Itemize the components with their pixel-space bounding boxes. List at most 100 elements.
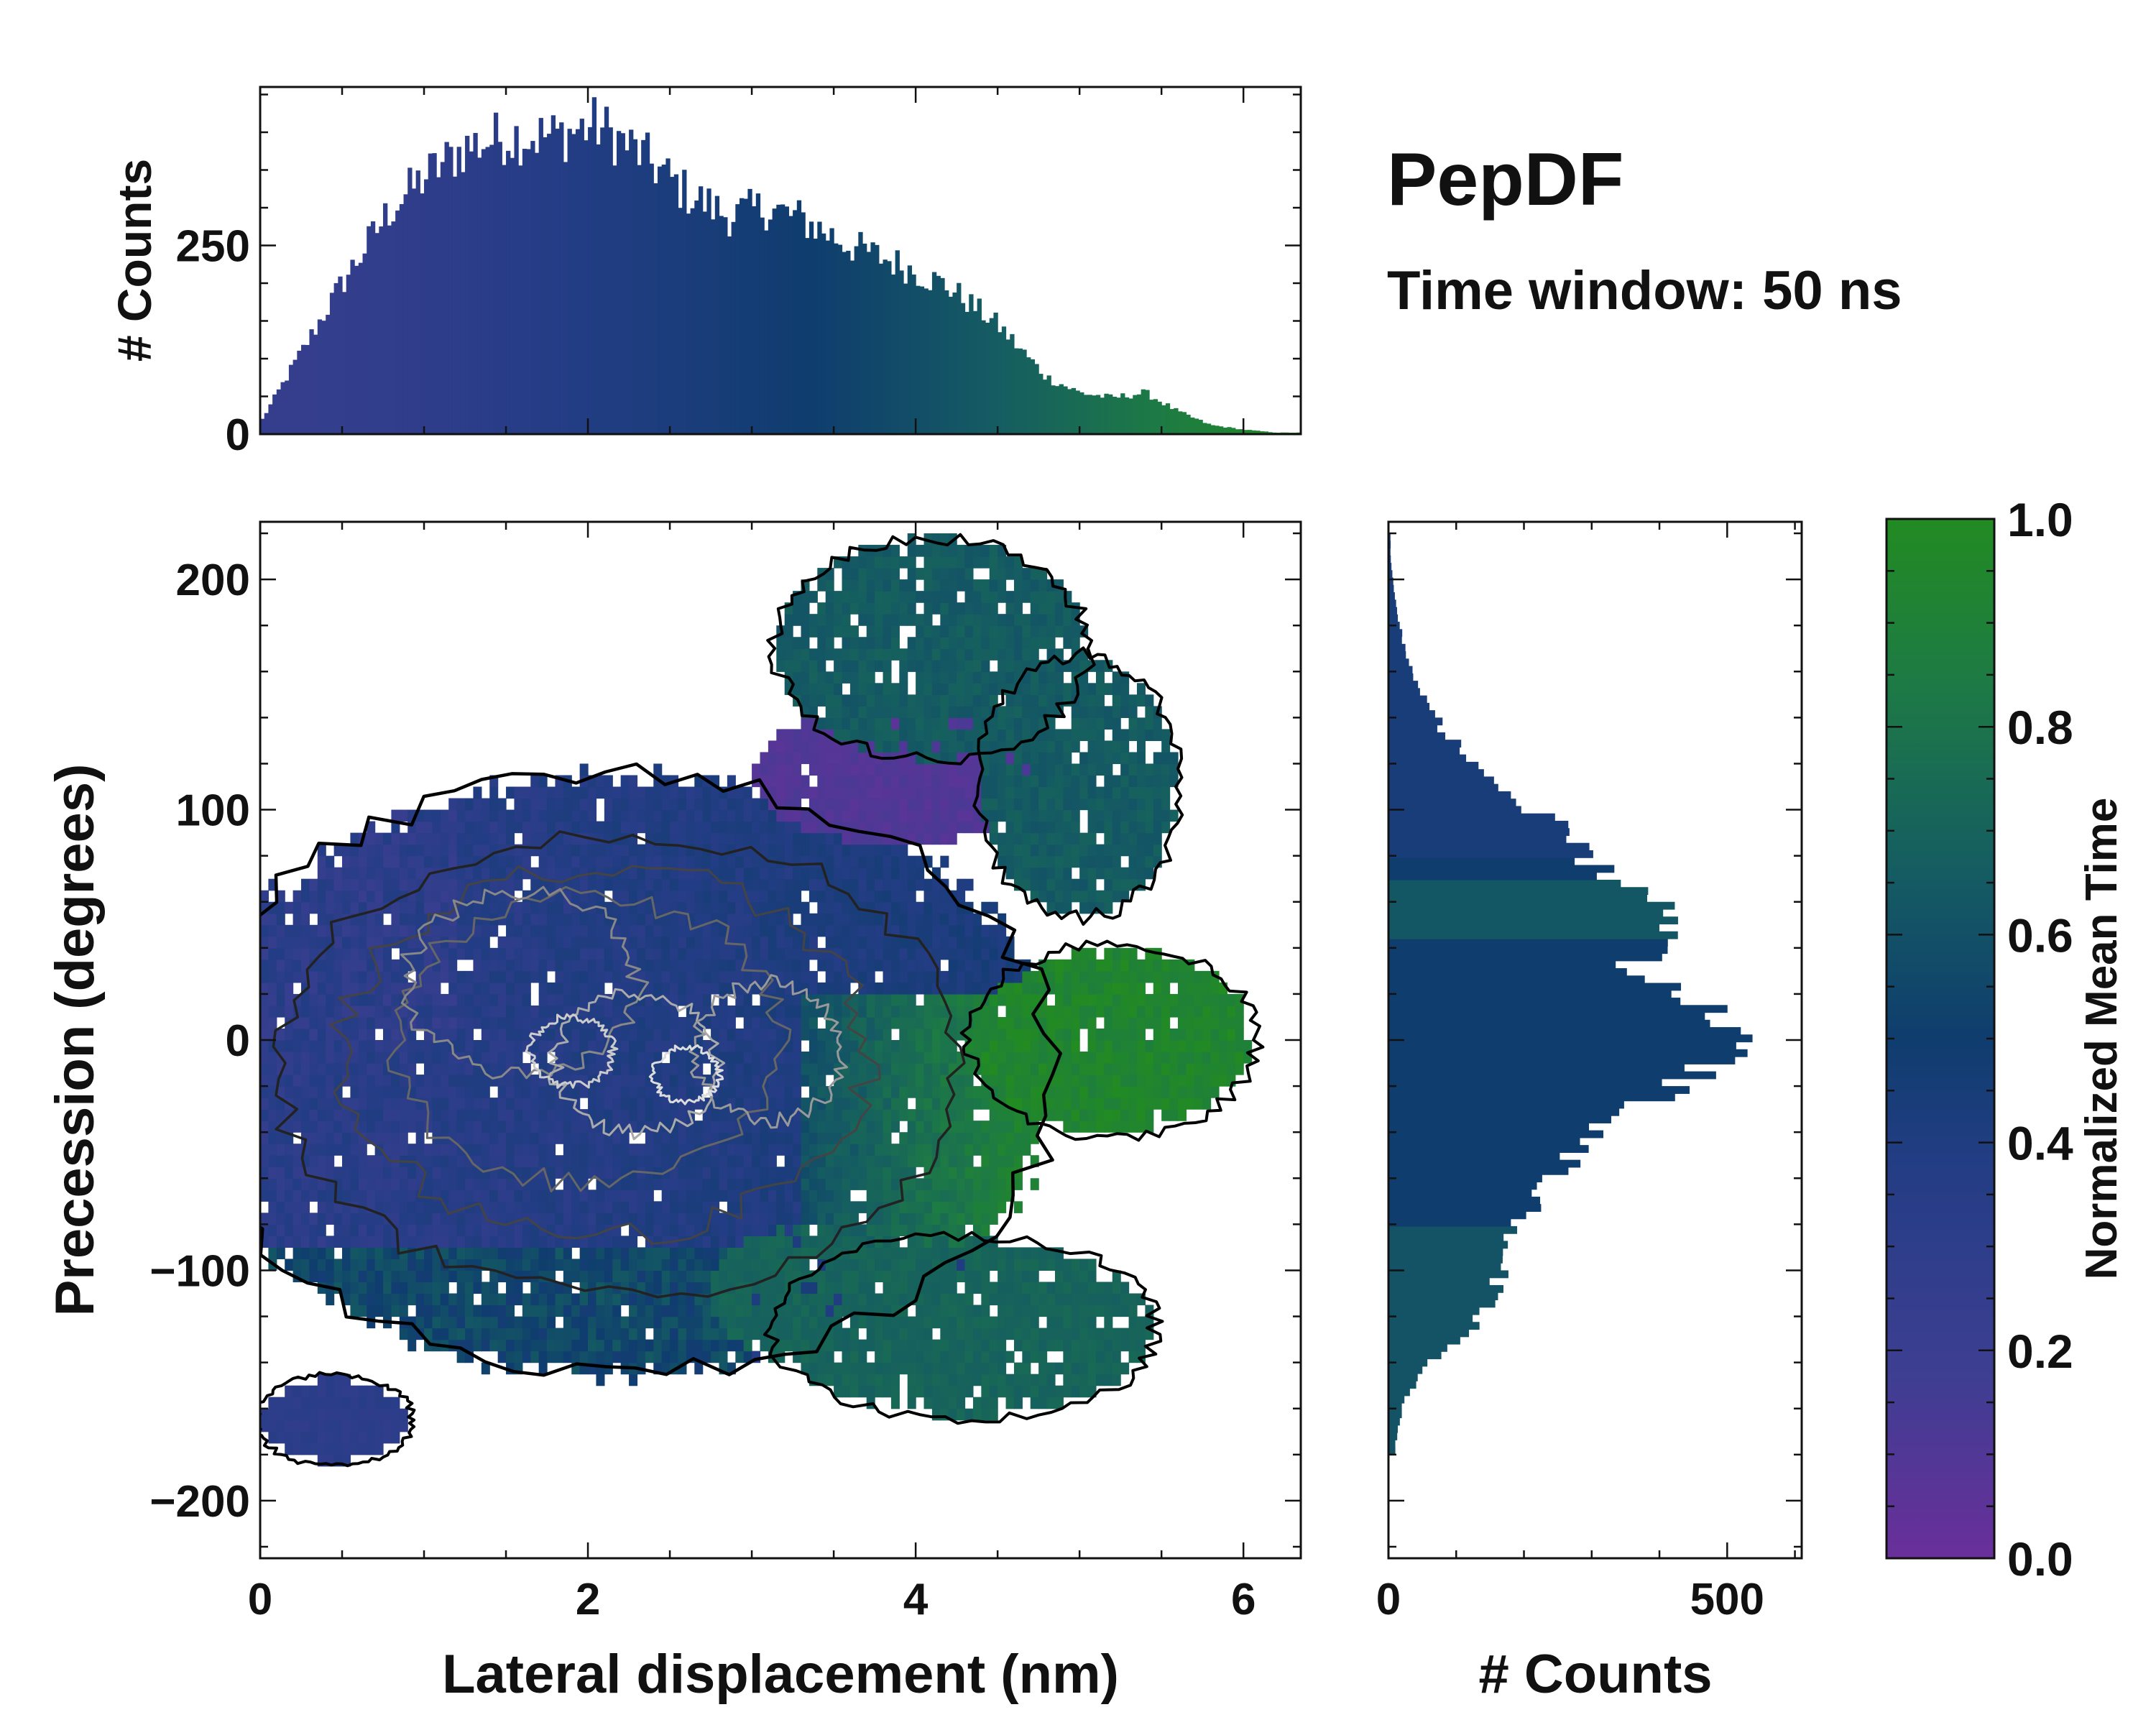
heatmap-cell	[268, 913, 277, 926]
heatmap-cell	[424, 1098, 433, 1110]
heatmap-cell	[964, 648, 974, 661]
heatmap-cell	[661, 1282, 671, 1294]
heatmap-cell	[276, 947, 285, 960]
heatmap-cell	[825, 591, 834, 603]
heatmap-cell	[907, 1213, 916, 1225]
heatmap-cell	[801, 1316, 810, 1329]
heatmap-cell	[481, 1040, 490, 1052]
heatmap-cell	[342, 1236, 351, 1248]
heatmap-cell	[784, 867, 793, 880]
heatmap-cell	[719, 1351, 728, 1363]
heatmap-cell	[350, 1040, 359, 1052]
heatmap-cell	[530, 786, 540, 799]
heatmap-cell	[875, 924, 884, 937]
heatmap-cell	[957, 1201, 966, 1213]
heatmap-cell	[629, 1109, 638, 1121]
heatmap-cell	[858, 798, 867, 811]
heatmap-cell	[317, 1443, 326, 1455]
heatmap-cell	[940, 913, 949, 926]
heatmap-cell	[448, 1178, 458, 1190]
heatmap-cell	[776, 1224, 786, 1236]
heatmap-cell	[292, 1190, 302, 1202]
heatmap-cell	[808, 1213, 818, 1225]
top-histogram-bar	[1059, 384, 1064, 434]
heatmap-cell	[268, 1420, 277, 1432]
heatmap-cell	[678, 1190, 687, 1202]
heatmap-cell	[497, 1028, 507, 1041]
heatmap-cell	[931, 1305, 941, 1317]
heatmap-cell	[768, 1040, 777, 1052]
heatmap-cell	[367, 1293, 376, 1306]
heatmap-cell	[972, 1305, 982, 1317]
heatmap-cell	[383, 855, 392, 868]
heatmap-cell	[907, 591, 916, 603]
heatmap-cell	[571, 821, 581, 834]
heatmap-cell	[497, 1178, 507, 1190]
heatmap-cell	[711, 1028, 720, 1041]
heatmap-cell	[522, 993, 531, 1006]
heatmap-cell	[768, 740, 777, 753]
heatmap-cell	[972, 763, 982, 776]
heatmap-cell	[383, 1121, 392, 1133]
heatmap-cell	[808, 1016, 818, 1029]
heatmap-cell	[890, 947, 900, 960]
heatmap-cell	[842, 660, 851, 672]
heatmap-cell	[268, 1121, 277, 1133]
top-histogram-bar	[977, 298, 982, 434]
heatmap-cell	[612, 1259, 622, 1271]
heatmap-cell	[875, 936, 884, 949]
heatmap-cell	[661, 1339, 671, 1352]
heatmap-cell	[456, 1086, 466, 1098]
heatmap-cell	[276, 901, 285, 914]
heatmap-cell	[268, 1155, 277, 1167]
heatmap-cell	[506, 1040, 515, 1052]
heatmap-cell	[440, 1247, 449, 1260]
heatmap-cell	[301, 1121, 310, 1133]
top-histogram-bar	[665, 158, 671, 434]
heatmap-cell	[506, 1086, 515, 1098]
heatmap-cell	[506, 1098, 515, 1110]
heatmap-cell	[333, 936, 343, 949]
heatmap-cell	[670, 1224, 679, 1236]
heatmap-cell	[637, 1178, 646, 1190]
heatmap-cell	[596, 1339, 605, 1352]
heatmap-cell	[883, 1155, 892, 1167]
heatmap-cell	[383, 1305, 392, 1317]
heatmap-cell	[292, 1385, 302, 1398]
heatmap-cell	[448, 1316, 458, 1329]
heatmap-cell	[923, 1144, 933, 1156]
heatmap-cell	[711, 982, 720, 995]
heatmap-cell	[849, 1270, 859, 1283]
heatmap-cell	[367, 844, 376, 857]
heatmap-cell	[333, 1397, 343, 1409]
heatmap-cell	[432, 970, 441, 983]
heatmap-cell	[555, 1293, 564, 1306]
heatmap-cell	[931, 1075, 941, 1087]
heatmap-cell	[743, 1075, 752, 1087]
heatmap-cell	[629, 1144, 638, 1156]
heatmap-cell	[432, 809, 441, 822]
heatmap-cell	[473, 878, 482, 891]
heatmap-cell	[948, 683, 957, 695]
heatmap-cell	[849, 1040, 859, 1052]
heatmap-cell	[612, 1236, 622, 1248]
heatmap-cell	[784, 1005, 793, 1018]
heatmap-cell	[883, 959, 892, 972]
heatmap-cell	[309, 924, 318, 937]
heatmap-cell	[964, 637, 974, 649]
heatmap-cell	[538, 1236, 548, 1248]
heatmap-cell	[506, 1224, 515, 1236]
heatmap-cell	[612, 1167, 622, 1179]
heatmap-cell	[957, 740, 966, 753]
heatmap-cell	[858, 614, 867, 626]
heatmap-cell	[842, 625, 851, 638]
heatmap-cell	[686, 1270, 695, 1283]
heatmap-cell	[374, 1075, 384, 1087]
heatmap-cell	[825, 867, 834, 880]
heatmap-cell	[931, 1005, 941, 1018]
heatmap-cell	[661, 1178, 671, 1190]
heatmap-cell	[629, 913, 638, 926]
heatmap-cell	[875, 798, 884, 811]
heatmap-cell	[866, 1270, 875, 1283]
